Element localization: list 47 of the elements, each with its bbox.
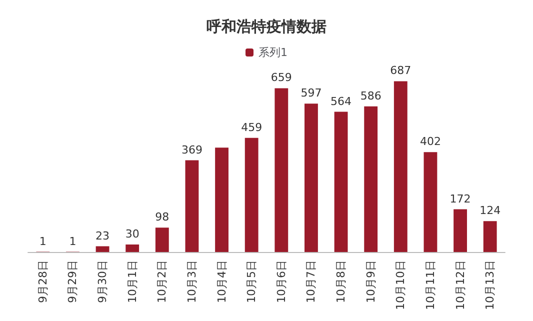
data-label: 586 bbox=[360, 89, 382, 102]
data-label: 597 bbox=[300, 86, 322, 100]
data-label: 30 bbox=[125, 228, 140, 241]
x-tick-label: 10月12日 bbox=[454, 260, 467, 310]
data-label: 98 bbox=[155, 210, 170, 224]
bar bbox=[394, 81, 408, 252]
bar bbox=[364, 106, 378, 252]
x-tick-label: 10月9日 bbox=[364, 260, 378, 304]
x-tick-label: 10月4日 bbox=[215, 260, 228, 304]
x-tick-label: 9月29日 bbox=[66, 260, 80, 304]
bar bbox=[126, 244, 140, 252]
bar bbox=[96, 246, 110, 252]
data-label: 1 bbox=[39, 234, 46, 248]
x-tick-label: 10月7日 bbox=[304, 260, 318, 304]
bar bbox=[155, 228, 169, 252]
chart-title: 呼和浩特疫情数据 bbox=[206, 18, 326, 36]
x-tick-label: 9月30日 bbox=[96, 260, 110, 304]
data-label: 369 bbox=[181, 143, 202, 156]
bar bbox=[215, 148, 228, 252]
bar bbox=[483, 221, 497, 252]
x-tick-label: 10月2日 bbox=[156, 260, 169, 304]
bar bbox=[185, 160, 199, 252]
data-label: 402 bbox=[420, 135, 441, 148]
x-tick-label: 10月3日 bbox=[185, 260, 198, 304]
x-tick-label: 10月11日 bbox=[424, 260, 437, 310]
bar bbox=[274, 88, 288, 252]
x-tick-label: 10月10日 bbox=[394, 260, 408, 310]
bar bbox=[424, 152, 438, 252]
x-tick-label: 10月5日 bbox=[245, 260, 258, 304]
bar bbox=[304, 104, 318, 252]
data-label: 124 bbox=[480, 204, 501, 218]
data-label: 564 bbox=[330, 94, 352, 108]
data-label: 23 bbox=[96, 229, 110, 242]
bar bbox=[244, 138, 258, 252]
bar bbox=[334, 112, 348, 252]
x-tick-label: 10月1日 bbox=[126, 260, 139, 304]
bar bbox=[454, 209, 467, 252]
data-label: 172 bbox=[450, 192, 471, 206]
data-label: 1 bbox=[69, 234, 76, 248]
x-tick-label: 10月8日 bbox=[334, 260, 348, 304]
x-tick-label: 10月6日 bbox=[274, 260, 288, 304]
x-tick-label: 9月28日 bbox=[36, 260, 50, 304]
data-label: 459 bbox=[241, 120, 262, 134]
x-tick-label: 10月13日 bbox=[484, 260, 497, 310]
data-label: 687 bbox=[390, 64, 412, 78]
data-label: 659 bbox=[270, 71, 292, 84]
legend-label: 系列1 bbox=[258, 46, 288, 59]
